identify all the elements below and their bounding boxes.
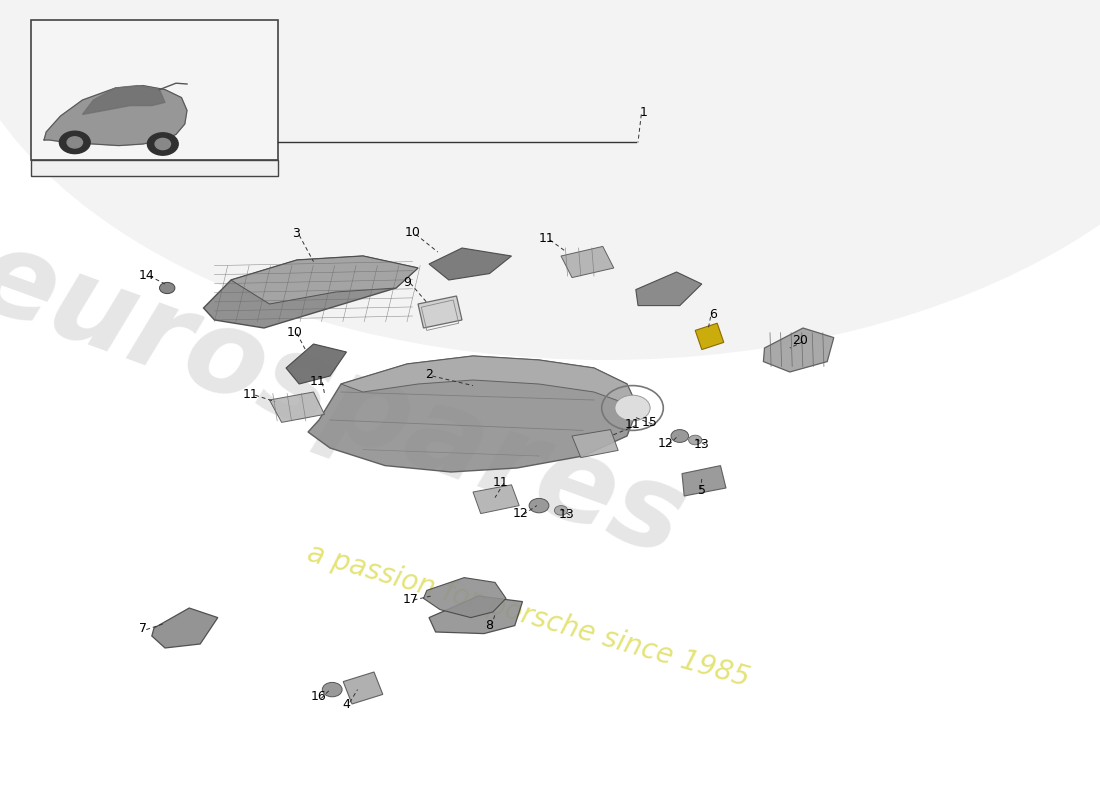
Polygon shape xyxy=(682,466,726,496)
Text: 1: 1 xyxy=(639,106,648,118)
Text: 12: 12 xyxy=(658,437,673,450)
Polygon shape xyxy=(572,430,618,458)
Bar xyxy=(31,20,278,160)
Polygon shape xyxy=(418,296,462,328)
Text: 5: 5 xyxy=(697,484,706,497)
Circle shape xyxy=(671,430,689,442)
Polygon shape xyxy=(152,608,218,648)
Polygon shape xyxy=(341,356,638,408)
Polygon shape xyxy=(343,672,383,704)
Circle shape xyxy=(59,131,90,154)
Text: 14: 14 xyxy=(139,269,154,282)
Polygon shape xyxy=(763,328,834,372)
Bar xyxy=(31,160,278,176)
Text: 6: 6 xyxy=(708,308,717,321)
Polygon shape xyxy=(561,246,614,278)
Polygon shape xyxy=(286,344,346,384)
Text: 17: 17 xyxy=(403,593,418,606)
Circle shape xyxy=(67,137,82,148)
Circle shape xyxy=(554,506,568,515)
Circle shape xyxy=(147,133,178,155)
Text: 9: 9 xyxy=(403,276,411,289)
Polygon shape xyxy=(204,256,418,328)
Text: 11: 11 xyxy=(243,388,258,401)
Text: 16: 16 xyxy=(311,690,327,703)
Polygon shape xyxy=(424,578,506,618)
Ellipse shape xyxy=(0,0,1100,360)
Circle shape xyxy=(689,435,702,445)
Text: 8: 8 xyxy=(485,619,494,632)
Text: 13: 13 xyxy=(559,508,574,521)
Text: 13: 13 xyxy=(694,438,710,450)
Text: 11: 11 xyxy=(493,476,508,489)
Circle shape xyxy=(529,498,549,513)
Text: 20: 20 xyxy=(792,334,807,346)
Text: 7: 7 xyxy=(139,622,147,635)
Polygon shape xyxy=(44,86,187,146)
Polygon shape xyxy=(473,485,519,514)
Text: 10: 10 xyxy=(405,226,420,239)
Text: 10: 10 xyxy=(287,326,303,338)
Polygon shape xyxy=(636,272,702,306)
Text: 12: 12 xyxy=(513,507,528,520)
Circle shape xyxy=(155,138,170,150)
Circle shape xyxy=(322,682,342,697)
Text: eurospares: eurospares xyxy=(0,218,701,582)
Polygon shape xyxy=(270,392,324,422)
Polygon shape xyxy=(82,86,165,114)
Polygon shape xyxy=(308,356,638,472)
Polygon shape xyxy=(231,256,418,304)
Text: 11: 11 xyxy=(539,232,554,245)
Circle shape xyxy=(160,282,175,294)
Polygon shape xyxy=(695,323,724,350)
Text: 11: 11 xyxy=(625,418,640,430)
Polygon shape xyxy=(429,248,512,280)
Circle shape xyxy=(615,395,650,421)
Text: 2: 2 xyxy=(425,368,433,381)
Text: a passion for porsche since 1985: a passion for porsche since 1985 xyxy=(304,539,752,693)
Text: 4: 4 xyxy=(342,698,351,710)
Text: 15: 15 xyxy=(642,416,658,429)
Text: 11: 11 xyxy=(310,375,326,388)
Polygon shape xyxy=(429,596,522,634)
Text: 3: 3 xyxy=(292,227,300,240)
